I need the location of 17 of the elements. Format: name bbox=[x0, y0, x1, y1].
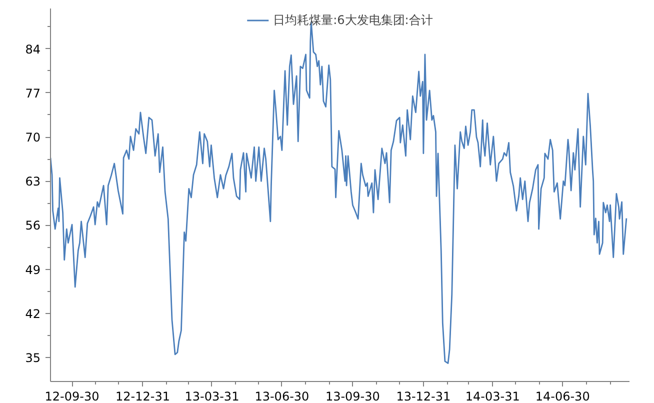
y-tick-label: 42 bbox=[25, 306, 41, 321]
x-tick-label: 14-03-31 bbox=[465, 390, 520, 403]
x-tick-label: 14-06-30 bbox=[535, 390, 590, 403]
x-tick-label: 13-12-31 bbox=[396, 390, 451, 403]
x-tick-label: 13-06-30 bbox=[254, 390, 310, 403]
y-tick-label: 77 bbox=[25, 86, 41, 100]
y-tick-label: 70 bbox=[25, 130, 41, 145]
y-tick-label: 56 bbox=[25, 218, 41, 233]
x-tick-label: 12-09-30 bbox=[44, 390, 100, 403]
y-tick-label: 84 bbox=[25, 42, 41, 56]
legend-label: 日均耗煤量:6大发电集团:合计 bbox=[273, 12, 433, 28]
x-tick-label: 13-03-31 bbox=[184, 390, 240, 403]
x-tick-label: 13-09-30 bbox=[325, 390, 380, 403]
y-tick-label: 49 bbox=[25, 262, 41, 277]
y-tick-label: 35 bbox=[25, 351, 41, 366]
y-tick-label: 63 bbox=[25, 174, 41, 189]
x-tick-label: 12-12-31 bbox=[116, 390, 170, 403]
